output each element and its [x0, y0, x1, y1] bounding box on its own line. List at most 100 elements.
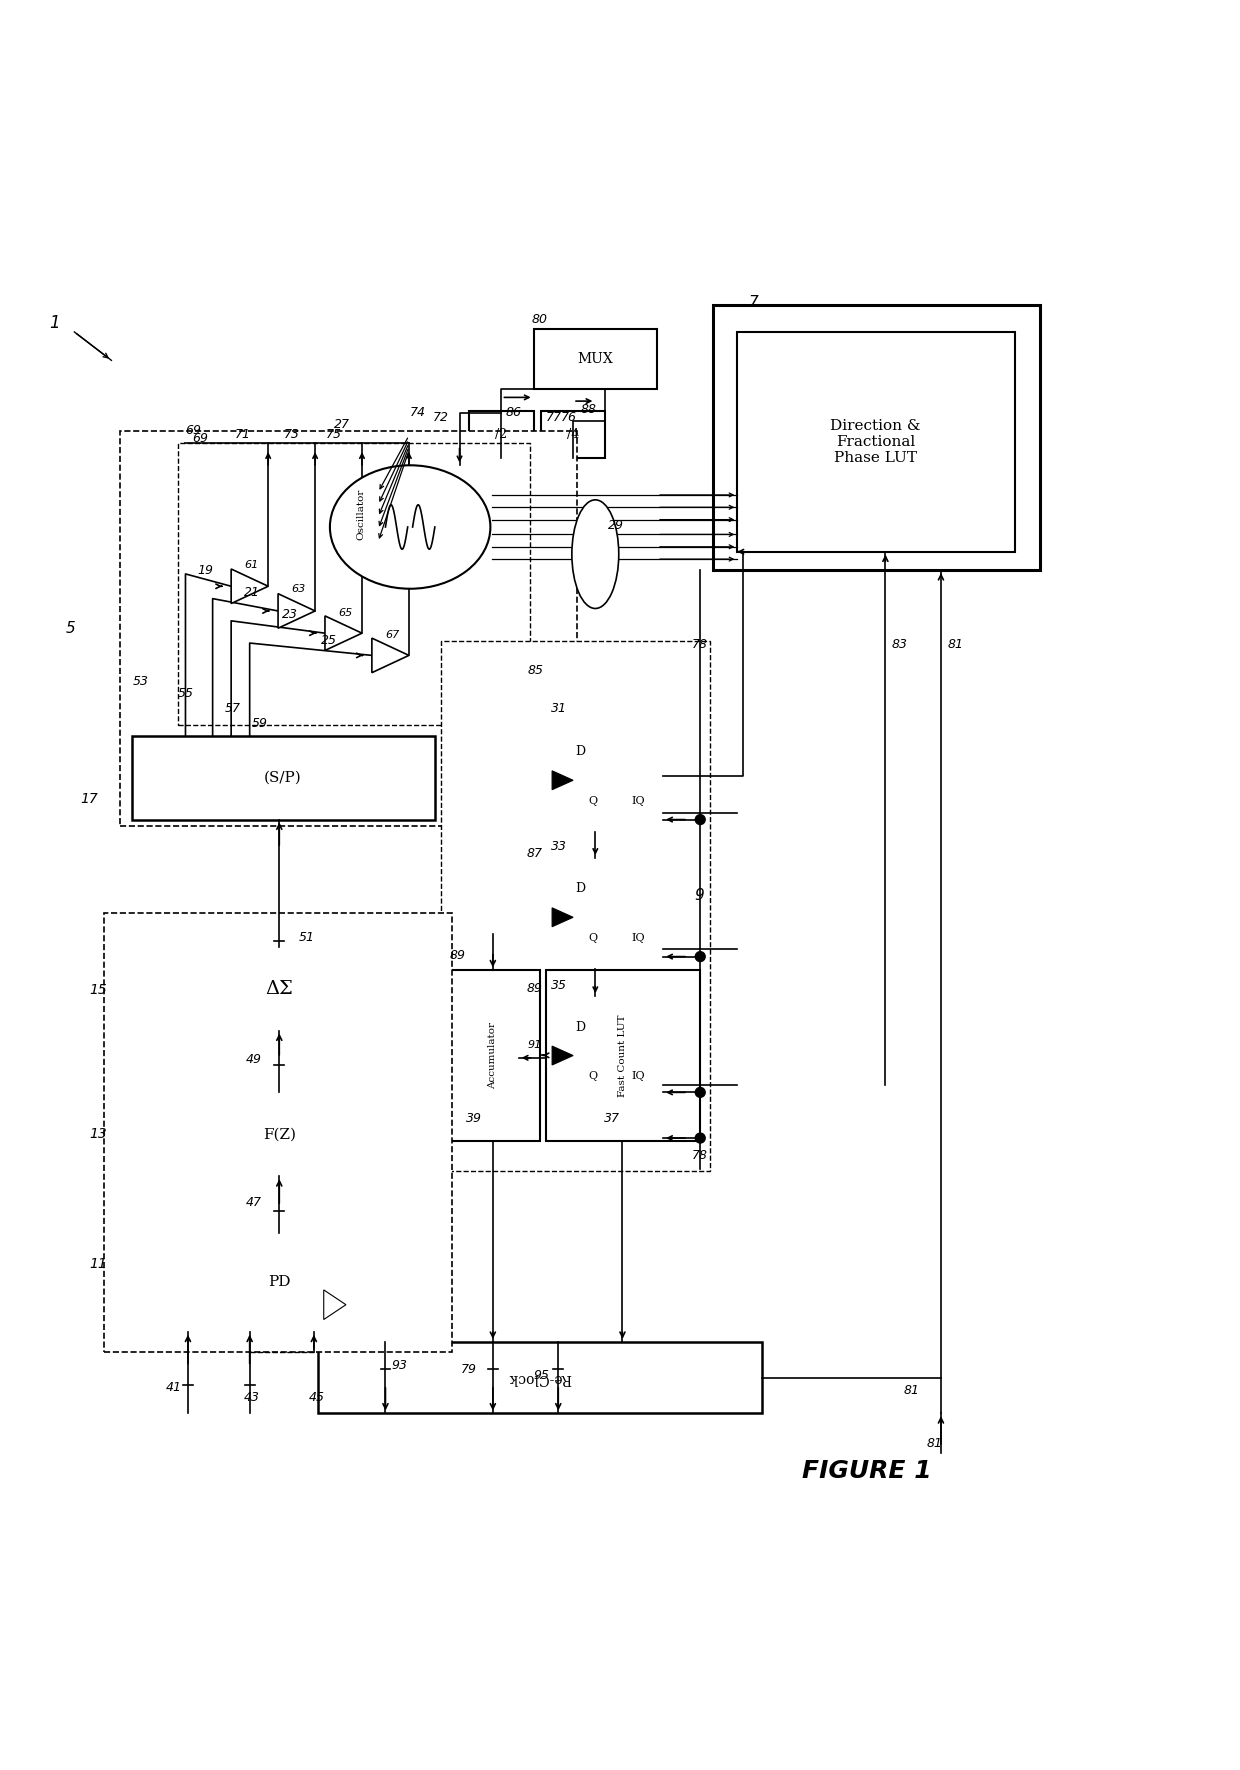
Text: Oscillator: Oscillator [356, 489, 366, 540]
Bar [126, 1234, 433, 1331]
Bar [317, 1342, 761, 1412]
Text: 77: 77 [546, 411, 562, 423]
Text: 31: 31 [551, 703, 567, 715]
Text: 85: 85 [527, 664, 543, 676]
Text: 17: 17 [81, 791, 98, 805]
Text: Fast Count LUT: Fast Count LUT [618, 1014, 627, 1097]
Text: 27: 27 [334, 418, 350, 432]
Text: 78: 78 [692, 1149, 708, 1163]
Text: 91: 91 [527, 1041, 542, 1050]
Text: 69: 69 [186, 425, 201, 437]
Text: 61: 61 [244, 559, 259, 570]
Text: 87: 87 [526, 846, 542, 860]
Text: 23: 23 [281, 609, 298, 621]
Text: 37: 37 [604, 1112, 620, 1126]
Text: D: D [575, 745, 585, 758]
Text: 51: 51 [299, 931, 315, 943]
Text: 7: 7 [749, 296, 758, 310]
Text: 41: 41 [166, 1381, 182, 1395]
Text: 59: 59 [252, 717, 268, 729]
Bar [546, 970, 701, 1140]
Bar [546, 858, 663, 968]
Text: 65: 65 [339, 607, 353, 618]
Polygon shape [552, 908, 573, 927]
Bar [713, 304, 1039, 570]
Text: 67: 67 [386, 630, 399, 641]
Text: 5: 5 [66, 621, 76, 635]
Text: Q: Q [588, 1071, 598, 1081]
Text: FIGURE 1: FIGURE 1 [802, 1458, 931, 1483]
Text: 33: 33 [551, 841, 567, 853]
Text: 72: 72 [433, 411, 449, 423]
Text: 81: 81 [947, 637, 963, 651]
Bar [104, 913, 453, 1352]
Bar [546, 720, 663, 832]
Text: Accumulator: Accumulator [489, 1021, 497, 1089]
Bar [533, 329, 657, 389]
Text: 43: 43 [243, 1391, 259, 1404]
Text: 29: 29 [608, 519, 624, 533]
Circle shape [696, 1087, 706, 1097]
Bar [133, 736, 435, 820]
Text: 47: 47 [246, 1197, 262, 1209]
Ellipse shape [330, 466, 490, 589]
Text: 80: 80 [532, 313, 548, 326]
Text: 21: 21 [243, 586, 259, 598]
Circle shape [696, 952, 706, 961]
Text: 9: 9 [694, 889, 704, 903]
Polygon shape [552, 770, 573, 789]
Text: IQ: IQ [631, 933, 645, 943]
Bar [518, 681, 702, 1138]
Bar [179, 442, 529, 724]
Ellipse shape [572, 499, 619, 609]
Text: 83: 83 [892, 637, 908, 651]
Text: Q: Q [588, 933, 598, 943]
Text: /2: /2 [496, 428, 507, 441]
Text: 13: 13 [89, 1127, 107, 1142]
Text: 19: 19 [198, 565, 213, 577]
Text: Re-Clock: Re-Clock [508, 1370, 572, 1384]
Text: 78: 78 [692, 637, 708, 651]
Text: 15: 15 [89, 982, 107, 997]
Text: D: D [575, 1021, 585, 1034]
Text: 93: 93 [392, 1359, 408, 1372]
Text: 25: 25 [321, 634, 337, 648]
Text: 39: 39 [466, 1112, 481, 1126]
Text: 89: 89 [450, 949, 466, 963]
Polygon shape [278, 593, 315, 628]
Text: (S/P): (S/P) [264, 770, 301, 784]
Text: 11: 11 [89, 1257, 107, 1271]
Text: IQ: IQ [631, 796, 645, 805]
Bar [126, 1092, 433, 1177]
Text: 75: 75 [326, 428, 342, 441]
Text: 86: 86 [505, 405, 521, 419]
Circle shape [696, 814, 706, 825]
Text: 73: 73 [284, 428, 300, 441]
Text: IQ: IQ [631, 1071, 645, 1081]
Text: F(Z): F(Z) [263, 1127, 296, 1142]
Bar [541, 411, 605, 458]
Text: 53: 53 [133, 674, 149, 689]
Text: /4: /4 [567, 428, 579, 441]
Text: D: D [575, 883, 585, 896]
Text: 81: 81 [904, 1384, 920, 1397]
Polygon shape [552, 1046, 573, 1066]
Bar [441, 641, 711, 1172]
Text: ΔΣ: ΔΣ [265, 979, 293, 998]
Text: 71: 71 [234, 428, 250, 441]
Text: 57: 57 [224, 703, 241, 715]
Bar [126, 947, 433, 1030]
Text: 81: 81 [926, 1437, 942, 1450]
Text: 69: 69 [192, 432, 208, 444]
Text: 88: 88 [580, 404, 596, 416]
Text: 79: 79 [461, 1363, 476, 1375]
Text: 74: 74 [410, 405, 427, 419]
Bar [448, 970, 539, 1140]
Polygon shape [231, 568, 268, 604]
Text: 45: 45 [309, 1391, 325, 1404]
Text: 63: 63 [291, 584, 306, 595]
Text: 1: 1 [50, 315, 60, 333]
Bar [120, 430, 577, 827]
Text: 35: 35 [551, 979, 567, 991]
Polygon shape [324, 1290, 346, 1319]
